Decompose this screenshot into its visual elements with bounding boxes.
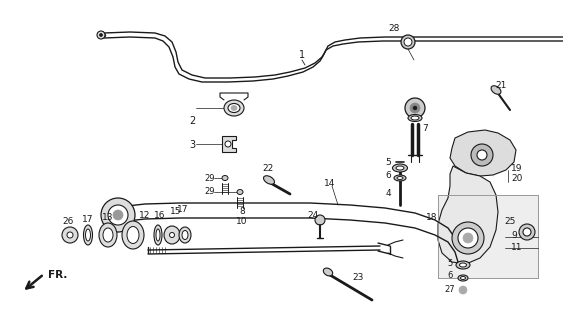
Ellipse shape xyxy=(103,228,113,242)
Ellipse shape xyxy=(456,261,470,269)
Circle shape xyxy=(477,150,487,160)
Ellipse shape xyxy=(394,175,406,181)
Polygon shape xyxy=(450,130,516,176)
Text: 28: 28 xyxy=(388,23,400,33)
Text: 1: 1 xyxy=(299,50,305,60)
Circle shape xyxy=(523,228,531,236)
Text: FR.: FR. xyxy=(48,270,68,280)
Ellipse shape xyxy=(458,275,468,281)
Circle shape xyxy=(410,103,420,113)
Circle shape xyxy=(519,224,535,240)
Circle shape xyxy=(405,98,425,118)
Ellipse shape xyxy=(83,225,92,245)
Text: 10: 10 xyxy=(236,218,248,227)
Text: 17: 17 xyxy=(177,205,189,214)
Ellipse shape xyxy=(392,164,408,172)
Ellipse shape xyxy=(127,227,139,244)
Circle shape xyxy=(97,31,105,39)
Ellipse shape xyxy=(397,177,403,180)
Text: 20: 20 xyxy=(511,173,522,182)
Circle shape xyxy=(471,144,493,166)
Text: 19: 19 xyxy=(511,164,522,172)
Circle shape xyxy=(404,38,412,46)
Ellipse shape xyxy=(122,221,144,249)
Circle shape xyxy=(452,222,484,254)
Circle shape xyxy=(225,141,231,147)
Circle shape xyxy=(413,106,417,110)
Ellipse shape xyxy=(99,223,117,247)
Ellipse shape xyxy=(154,225,162,245)
Circle shape xyxy=(458,228,478,248)
Text: 25: 25 xyxy=(504,218,516,227)
Text: 7: 7 xyxy=(422,124,428,132)
Text: 2: 2 xyxy=(189,116,195,126)
Text: 5: 5 xyxy=(448,259,453,268)
Ellipse shape xyxy=(164,226,180,244)
Text: 15: 15 xyxy=(170,207,182,217)
Text: 26: 26 xyxy=(62,218,74,227)
Ellipse shape xyxy=(323,268,333,276)
Polygon shape xyxy=(438,195,538,278)
Text: 12: 12 xyxy=(139,212,151,220)
Text: 4: 4 xyxy=(385,188,391,197)
Ellipse shape xyxy=(231,106,237,110)
Circle shape xyxy=(108,205,128,225)
Circle shape xyxy=(315,215,325,225)
Ellipse shape xyxy=(237,189,243,195)
Text: 11: 11 xyxy=(511,243,522,252)
Text: 9: 9 xyxy=(511,230,517,239)
Ellipse shape xyxy=(461,276,466,279)
Circle shape xyxy=(459,286,467,294)
Text: 23: 23 xyxy=(352,274,364,283)
Text: 6: 6 xyxy=(385,171,391,180)
Text: 13: 13 xyxy=(102,213,114,222)
Ellipse shape xyxy=(222,175,228,180)
Circle shape xyxy=(463,233,473,243)
Ellipse shape xyxy=(179,227,191,243)
Text: 16: 16 xyxy=(154,212,166,220)
Text: 17: 17 xyxy=(82,214,94,223)
Text: 27: 27 xyxy=(445,285,455,294)
Text: 5: 5 xyxy=(385,157,391,166)
Text: 29: 29 xyxy=(205,173,215,182)
Text: 8: 8 xyxy=(239,207,245,217)
Text: 22: 22 xyxy=(262,164,274,172)
Ellipse shape xyxy=(156,229,160,241)
Polygon shape xyxy=(438,166,498,264)
Ellipse shape xyxy=(459,263,467,267)
Circle shape xyxy=(101,198,135,232)
Text: 18: 18 xyxy=(426,213,438,222)
Text: 21: 21 xyxy=(495,81,507,90)
Ellipse shape xyxy=(228,103,240,113)
Circle shape xyxy=(67,232,73,238)
Text: 29: 29 xyxy=(205,188,215,196)
Ellipse shape xyxy=(411,116,419,120)
Circle shape xyxy=(62,227,78,243)
Circle shape xyxy=(113,210,123,220)
Ellipse shape xyxy=(396,166,404,170)
Text: 6: 6 xyxy=(448,271,453,281)
Text: 24: 24 xyxy=(307,212,319,220)
Ellipse shape xyxy=(263,176,275,184)
Ellipse shape xyxy=(491,86,501,94)
Text: 3: 3 xyxy=(189,140,195,150)
Ellipse shape xyxy=(408,115,422,122)
Ellipse shape xyxy=(169,233,175,237)
Ellipse shape xyxy=(86,229,91,241)
Circle shape xyxy=(401,35,415,49)
Ellipse shape xyxy=(224,100,244,116)
Circle shape xyxy=(100,34,102,36)
Polygon shape xyxy=(222,136,236,152)
Text: 14: 14 xyxy=(324,179,336,188)
Ellipse shape xyxy=(182,230,188,239)
